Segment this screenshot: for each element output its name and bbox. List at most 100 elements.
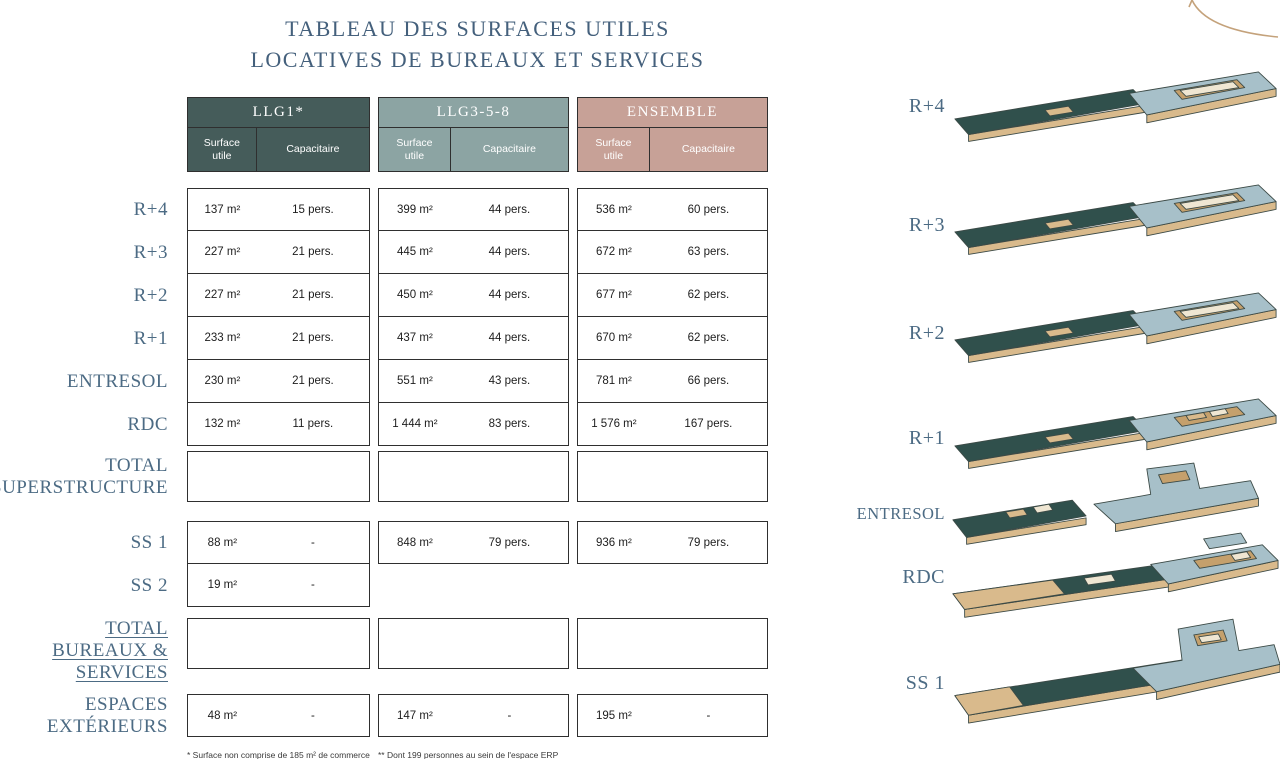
cell-llg358: 3 726 m² 302 pers.	[378, 451, 569, 502]
footnote-1: * Surface non comprise de 185 m² de comm…	[187, 750, 370, 759]
cell-llg1: 48 m² -	[187, 694, 370, 737]
capacity-value: 44 pers.	[488, 289, 531, 301]
row-label: R+4	[133, 198, 168, 220]
floor-r4: R+4	[850, 55, 1280, 173]
capacity-value: 21 pers.	[292, 289, 334, 301]
group-header-llg1: LLG1* Surface utile Capacitaire	[187, 97, 370, 172]
surface-value: 450 m²	[397, 289, 433, 301]
table-row-entresol: ENTRESOL 230 m² 21 pers. 551 m² 43 pers. 7…	[0, 360, 790, 403]
table-row-r4: R+4 137 m² 15 pers. 399 m² 44 pers. 536 m²…	[0, 188, 790, 231]
subheader-capacity: Capacitaire	[286, 143, 340, 155]
surface-value: 781 m²	[596, 375, 632, 387]
row-label: SS 2	[130, 574, 168, 596]
table-row-r3: R+3 227 m² 21 pers. 445 m² 44 pers. 672 m²…	[0, 231, 790, 274]
group-name: LLG1*	[188, 98, 369, 128]
floor-r1: R+1	[850, 382, 1280, 500]
floor-label: RDC	[902, 566, 945, 588]
capacity-value: 79 pers.	[687, 536, 730, 549]
surface-value: 227 m²	[204, 289, 241, 301]
capacity-value: 11 pers.	[292, 418, 334, 430]
surface-value: 1 292 m²	[197, 636, 248, 651]
capacity-value: 83 pers.	[488, 418, 531, 430]
cell-llg1: 1 292 m² 116 pers.	[187, 618, 370, 669]
row-label-line2: SUPERSTRUCTURE	[0, 476, 168, 498]
floor-label: SS 1	[905, 672, 945, 694]
surface-value: 4 575 m²	[389, 636, 440, 651]
cell-ensemble: 4 912 m² 480 pers.	[577, 451, 768, 502]
row-label: TOTAL	[105, 454, 168, 476]
row-label-line2: EXTÉRIEURS	[46, 716, 168, 737]
table-row-espaces-exterieurs: ESPACES EXTÉRIEURS 48 m² - 147 m² - 195 m²…	[0, 694, 790, 738]
row-label: ESPACES	[84, 694, 168, 715]
capacity-value: 44 pers.	[488, 246, 531, 258]
subheader-surface: Surface utile	[379, 128, 451, 171]
surface-value: 233 m²	[204, 332, 241, 344]
cell-llg358: 399 m² 44 pers.	[378, 188, 569, 231]
row-label: R+1	[133, 327, 168, 349]
capacity-value: 480 pers.	[681, 469, 736, 484]
floor-entresol: ENTRESOL	[850, 462, 1280, 562]
floor-plate-r3-illustration	[954, 184, 1277, 255]
table-row-ss2: SS 2 19 m² -	[0, 564, 790, 607]
capacity-value: 15 pers.	[292, 203, 334, 216]
cell-llg358: 1 444 m² 83 pers.	[378, 403, 569, 446]
empty-cell	[378, 564, 569, 607]
row-label-line2: BUREAUX & SERVICES	[52, 640, 168, 683]
surface-value: 670 m²	[596, 332, 632, 344]
cell-llg1: 230 m² 21 pers.	[187, 360, 370, 403]
cell-llg358: 450 m² 44 pers.	[378, 274, 569, 317]
surface-value: 437 m²	[397, 332, 433, 344]
floor-plate-rdc-illustration	[952, 532, 1279, 618]
capacity-value: 21 pers.	[292, 246, 334, 258]
group-header-ensemble: ENSEMBLE Surface utile Capacitaire	[577, 97, 768, 172]
capacity-value: -	[310, 536, 315, 549]
footnotes-row: * Surface non comprise de 185 m² de comm…	[0, 750, 790, 759]
cell-llg1: 137 m² 15 pers.	[187, 188, 370, 231]
capacity-value: 66 pers.	[687, 375, 730, 387]
capacity-value: 43 pers.	[488, 375, 531, 387]
cell-llg358: 437 m² 44 pers.	[378, 317, 569, 360]
capacity-value: 302 pers.	[482, 469, 537, 484]
page-title-line2: LOCATIVES DE BUREAUX ET SERVICES	[250, 47, 705, 72]
footnote-spacer	[0, 750, 179, 759]
table-row-total-bureaux-services: TOTAL BUREAUX & SERVICES 1 292 m² 116 per…	[0, 618, 790, 684]
cell-llg1: 227 m² 21 pers.	[187, 274, 370, 317]
capacity-value: 116 pers.	[286, 636, 340, 651]
surface-value: 445 m²	[397, 246, 433, 258]
surface-value: 227 m²	[204, 246, 241, 258]
capacity-value: 167 pers.	[684, 418, 733, 430]
row-label: ENTRESOL	[66, 370, 168, 392]
table-row-r2: R+2 227 m² 21 pers. 450 m² 44 pers. 677 m²…	[0, 274, 790, 317]
capacity-value: 62 pers.	[687, 332, 730, 344]
surface-value: 137 m²	[204, 203, 241, 216]
capacity-value: 497 pers.**	[676, 636, 741, 651]
capacity-value: 44 pers.	[488, 332, 531, 344]
surface-value: 536 m²	[596, 203, 632, 216]
capacity-value: 62 pers.	[687, 289, 730, 301]
table-header-row: LLG1* Surface utile Capacitaire LLG3-5-8…	[0, 97, 790, 172]
floor-rdc: RDC	[850, 532, 1280, 635]
page-title-line1: TABLEAU DES SURFACES UTILES	[285, 16, 670, 41]
surface-value: 1 576 m²	[591, 418, 637, 430]
group-name: LLG3-5-8	[379, 98, 568, 128]
table-row-rdc: RDC 132 m² 11 pers. 1 444 m² 83 pers. 1 57…	[0, 403, 790, 446]
cell-llg358: 4 575 m² 381 pers.**	[378, 618, 569, 669]
subheader-capacity: Capacitaire	[681, 143, 735, 155]
row-label: TOTAL	[105, 618, 168, 639]
cell-llg1: 88 m² -	[187, 521, 370, 564]
capacity-value: -	[310, 579, 315, 591]
surface-value: 399 m²	[397, 203, 433, 216]
cell-llg1: 1 186 m² 116 pers.	[187, 451, 370, 502]
empty-cell	[577, 564, 768, 607]
cell-ensemble: 536 m² 60 pers.	[577, 188, 768, 231]
capacity-value: 79 pers.	[488, 536, 531, 549]
surface-value: 551 m²	[397, 375, 433, 387]
row-label: R+2	[133, 284, 168, 306]
cell-llg1: 227 m² 21 pers.	[187, 231, 370, 274]
header-spacer	[0, 97, 179, 172]
cell-ensemble: 936 m² 79 pers.	[577, 521, 768, 564]
surface-value: 132 m²	[204, 418, 241, 430]
floor-label: R+2	[908, 322, 945, 344]
floor-r2: R+2	[850, 276, 1280, 394]
cell-llg358: 445 m² 44 pers.	[378, 231, 569, 274]
